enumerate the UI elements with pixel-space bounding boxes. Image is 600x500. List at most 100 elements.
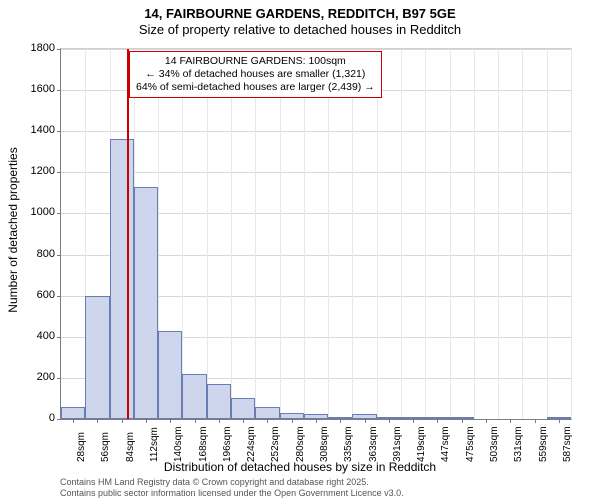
- y-tick-mark: [57, 255, 61, 256]
- x-tick-mark: [365, 419, 366, 423]
- x-tick-mark: [413, 419, 414, 423]
- gridline-v: [352, 49, 353, 419]
- y-tick-label: 1000: [5, 206, 55, 218]
- histogram-bar: [182, 374, 206, 419]
- x-tick-mark: [535, 419, 536, 423]
- y-tick-label: 1200: [5, 165, 55, 177]
- x-tick-mark: [267, 419, 268, 423]
- y-tick-label: 800: [5, 248, 55, 260]
- histogram-bar: [61, 407, 85, 419]
- y-tick-label: 200: [5, 371, 55, 383]
- gridline-h: [61, 172, 571, 173]
- x-tick-label: 587sqm: [562, 426, 573, 462]
- y-tick-label: 600: [5, 289, 55, 301]
- histogram-bar: [158, 331, 182, 419]
- histogram-bar: [255, 407, 279, 419]
- x-tick-mark: [195, 419, 196, 423]
- x-tick-mark: [97, 419, 98, 423]
- y-tick-label: 1400: [5, 124, 55, 136]
- histogram-bar: [110, 139, 134, 419]
- chart-plot-area: 14 FAIRBOURNE GARDENS: 100sqm← 34% of de…: [60, 48, 572, 420]
- x-tick-mark: [437, 419, 438, 423]
- x-tick-label: 84sqm: [125, 432, 136, 462]
- y-tick-mark: [57, 90, 61, 91]
- gridline-v: [425, 49, 426, 419]
- title-line2: Size of property relative to detached ho…: [0, 22, 600, 38]
- x-tick-mark: [170, 419, 171, 423]
- footnote: Contains HM Land Registry data © Crown c…: [60, 477, 404, 498]
- x-tick-mark: [340, 419, 341, 423]
- x-tick-label: 56sqm: [100, 432, 111, 462]
- gridline-v: [522, 49, 523, 419]
- gridline-v: [304, 49, 305, 419]
- gridline-v: [182, 49, 183, 419]
- x-tick-label: 391sqm: [392, 426, 403, 462]
- x-tick-mark: [510, 419, 511, 423]
- x-tick-label: 447sqm: [440, 426, 451, 462]
- x-tick-label: 335sqm: [343, 426, 354, 462]
- y-tick-mark: [57, 378, 61, 379]
- gridline-v: [377, 49, 378, 419]
- footnote-line2: Contains public sector information licen…: [60, 488, 404, 498]
- annotation-box: 14 FAIRBOURNE GARDENS: 100sqm← 34% of de…: [129, 51, 382, 98]
- y-tick-mark: [57, 419, 61, 420]
- gridline-v: [571, 49, 572, 419]
- y-tick-mark: [57, 172, 61, 173]
- x-tick-label: 280sqm: [295, 426, 306, 462]
- x-tick-label: 419sqm: [416, 426, 427, 462]
- x-tick-label: 168sqm: [198, 426, 209, 462]
- x-tick-mark: [316, 419, 317, 423]
- x-tick-label: 252sqm: [270, 426, 281, 462]
- histogram-bar: [134, 187, 158, 419]
- x-tick-label: 196sqm: [222, 426, 233, 462]
- marker-line: [127, 49, 129, 419]
- x-tick-label: 531sqm: [513, 426, 524, 462]
- x-tick-label: 503sqm: [489, 426, 500, 462]
- gridline-v: [255, 49, 256, 419]
- y-tick-mark: [57, 213, 61, 214]
- gridline-v: [401, 49, 402, 419]
- gridline-h: [61, 131, 571, 132]
- x-tick-label: 363sqm: [368, 426, 379, 462]
- y-tick-mark: [57, 337, 61, 338]
- histogram-bar: [231, 398, 255, 419]
- x-tick-label: 140sqm: [173, 426, 184, 462]
- chart-title-block: 14, FAIRBOURNE GARDENS, REDDITCH, B97 5G…: [0, 0, 600, 37]
- gridline-v: [547, 49, 548, 419]
- x-tick-mark: [292, 419, 293, 423]
- y-tick-label: 0: [5, 412, 55, 424]
- histogram-bar: [207, 384, 231, 419]
- footnote-line1: Contains HM Land Registry data © Crown c…: [60, 477, 404, 487]
- x-tick-label: 559sqm: [538, 426, 549, 462]
- y-tick-label: 400: [5, 330, 55, 342]
- x-tick-mark: [389, 419, 390, 423]
- x-tick-mark: [486, 419, 487, 423]
- x-tick-mark: [122, 419, 123, 423]
- gridline-v: [328, 49, 329, 419]
- gridline-v: [498, 49, 499, 419]
- y-tick-label: 1800: [5, 42, 55, 54]
- y-tick-mark: [57, 296, 61, 297]
- x-tick-label: 224sqm: [246, 426, 257, 462]
- title-line1: 14, FAIRBOURNE GARDENS, REDDITCH, B97 5G…: [0, 6, 600, 22]
- x-tick-label: 308sqm: [319, 426, 330, 462]
- x-tick-label: 475sqm: [465, 426, 476, 462]
- gridline-h: [61, 49, 571, 50]
- x-tick-mark: [462, 419, 463, 423]
- x-tick-label: 28sqm: [76, 432, 87, 462]
- y-tick-label: 1600: [5, 83, 55, 95]
- annotation-line1: 14 FAIRBOURNE GARDENS: 100sqm: [136, 55, 375, 68]
- gridline-v: [280, 49, 281, 419]
- y-tick-mark: [57, 49, 61, 50]
- x-tick-mark: [73, 419, 74, 423]
- x-axis-label: Distribution of detached houses by size …: [0, 460, 600, 474]
- gridline-v: [450, 49, 451, 419]
- gridline-v: [474, 49, 475, 419]
- x-tick-label: 112sqm: [149, 427, 160, 462]
- gridline-v: [207, 49, 208, 419]
- y-tick-mark: [57, 131, 61, 132]
- histogram-bar: [85, 296, 109, 419]
- gridline-v: [231, 49, 232, 419]
- x-tick-mark: [559, 419, 560, 423]
- x-tick-mark: [219, 419, 220, 423]
